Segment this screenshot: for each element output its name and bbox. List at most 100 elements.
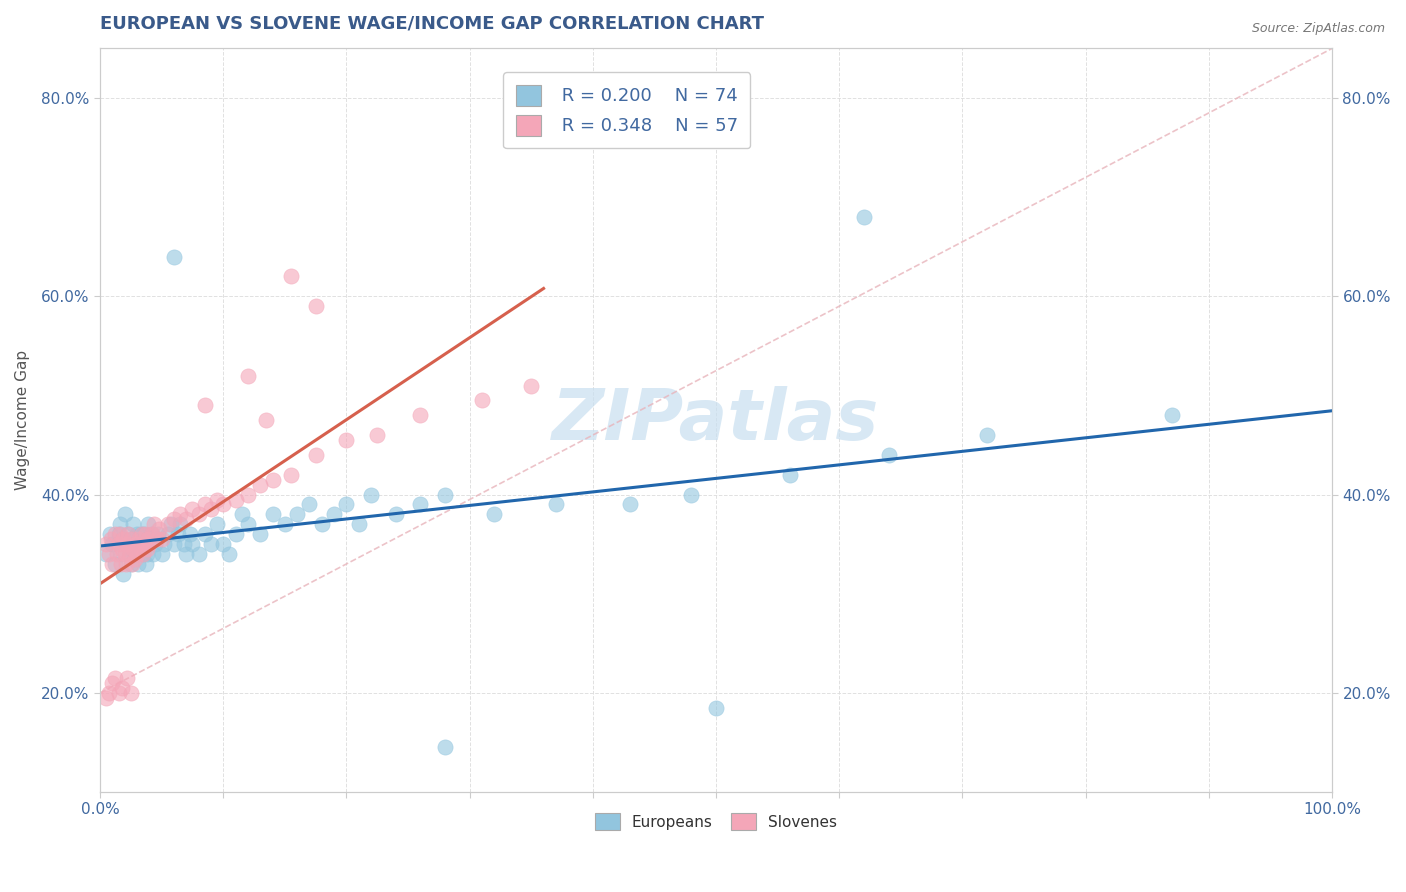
Point — [280, 269, 302, 284]
Point — [145, 532, 167, 546]
Point — [231, 508, 253, 522]
Point — [163, 537, 186, 551]
Point — [135, 527, 157, 541]
Point — [134, 537, 156, 551]
Point — [619, 498, 641, 512]
Point — [681, 487, 703, 501]
Point — [145, 537, 167, 551]
Point — [132, 547, 155, 561]
Point — [181, 537, 204, 551]
Point — [409, 409, 432, 423]
Legend: Europeans, Slovenes: Europeans, Slovenes — [589, 806, 844, 837]
Point — [194, 498, 217, 512]
Point — [107, 537, 129, 551]
Y-axis label: Wage/Income Gap: Wage/Income Gap — [15, 351, 30, 491]
Text: Source: ZipAtlas.com: Source: ZipAtlas.com — [1251, 22, 1385, 36]
Point — [100, 532, 122, 546]
Point — [136, 532, 159, 546]
Point — [179, 527, 201, 541]
Point — [1161, 409, 1184, 423]
Point — [98, 527, 121, 541]
Point — [134, 527, 156, 541]
Point — [200, 502, 222, 516]
Point — [110, 547, 132, 561]
Point — [360, 487, 382, 501]
Point — [384, 508, 406, 522]
Point — [249, 477, 271, 491]
Point — [120, 532, 142, 546]
Point — [262, 473, 284, 487]
Point — [121, 557, 143, 571]
Point — [274, 517, 297, 532]
Point — [704, 700, 727, 714]
Point — [120, 686, 142, 700]
Point — [262, 508, 284, 522]
Point — [138, 537, 160, 551]
Point — [146, 527, 169, 541]
Point — [160, 517, 183, 532]
Point — [121, 532, 143, 546]
Point — [163, 512, 186, 526]
Point — [520, 378, 543, 392]
Point — [347, 517, 370, 532]
Point — [107, 527, 129, 541]
Point — [153, 537, 176, 551]
Point — [173, 537, 195, 551]
Point — [304, 299, 326, 313]
Point — [150, 547, 173, 561]
Point — [101, 537, 124, 551]
Point — [101, 557, 124, 571]
Point — [150, 532, 173, 546]
Point — [280, 467, 302, 482]
Point — [128, 532, 150, 546]
Point — [877, 448, 900, 462]
Point — [163, 250, 186, 264]
Point — [285, 508, 308, 522]
Point — [976, 428, 998, 442]
Point — [200, 537, 222, 551]
Point — [366, 428, 388, 442]
Point — [142, 547, 165, 561]
Point — [484, 508, 506, 522]
Point — [97, 547, 120, 561]
Point — [212, 498, 235, 512]
Point — [236, 517, 259, 532]
Point — [409, 498, 432, 512]
Point — [115, 557, 138, 571]
Point — [96, 547, 118, 561]
Point — [249, 527, 271, 541]
Point — [107, 686, 129, 700]
Point — [129, 527, 152, 541]
Text: ZIPatlas: ZIPatlas — [553, 385, 880, 455]
Point — [169, 508, 191, 522]
Point — [110, 557, 132, 571]
Point — [128, 542, 150, 557]
Point — [122, 542, 145, 557]
Point — [156, 517, 179, 532]
Point — [96, 690, 118, 705]
Point — [105, 547, 128, 561]
Point — [111, 681, 134, 695]
Point — [122, 517, 145, 532]
Point — [212, 537, 235, 551]
Point — [114, 508, 136, 522]
Point — [125, 547, 148, 561]
Point — [236, 487, 259, 501]
Point — [166, 527, 188, 541]
Point — [104, 557, 127, 571]
Point — [311, 517, 333, 532]
Point — [101, 676, 124, 690]
Point — [111, 542, 134, 557]
Point — [304, 448, 326, 462]
Point — [111, 532, 134, 546]
Point — [181, 502, 204, 516]
Point — [132, 547, 155, 561]
Point — [148, 522, 170, 536]
Point — [131, 527, 153, 541]
Point — [174, 547, 197, 561]
Point — [323, 508, 346, 522]
Point — [254, 413, 277, 427]
Point — [97, 686, 120, 700]
Point — [125, 537, 148, 551]
Point — [115, 537, 138, 551]
